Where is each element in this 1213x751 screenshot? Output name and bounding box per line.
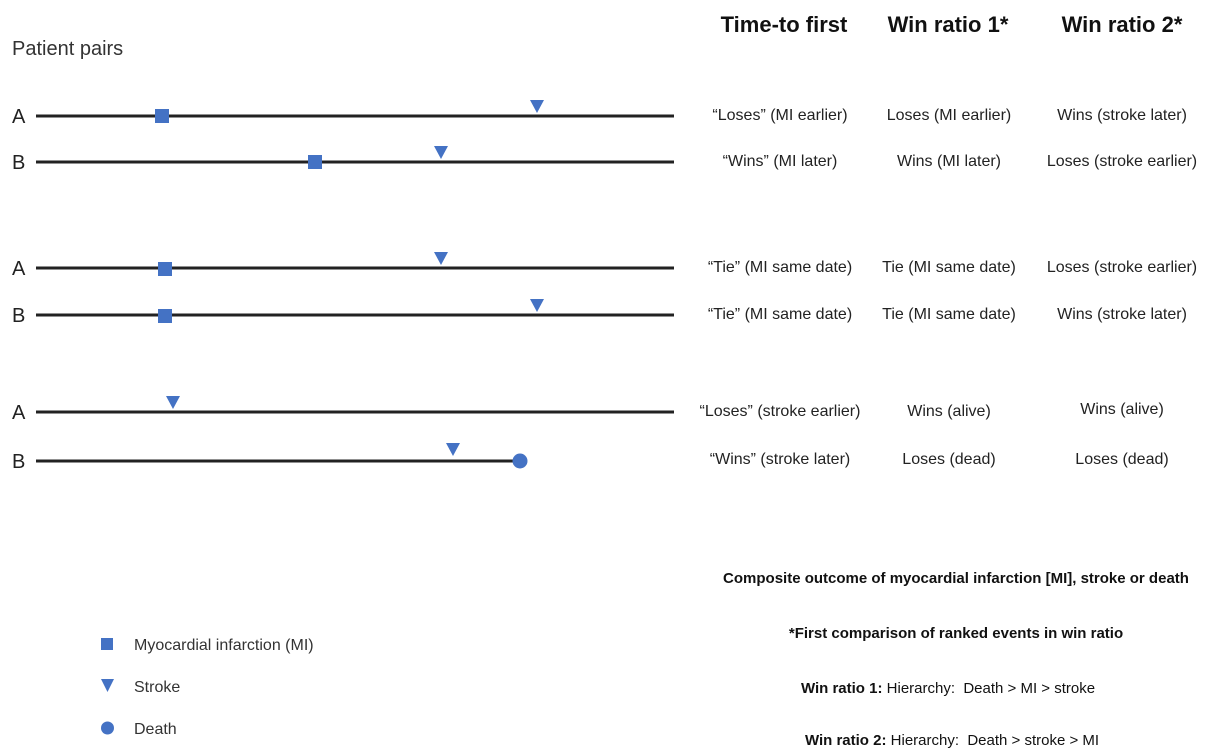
legend-label: Myocardial infarction (MI) bbox=[134, 637, 314, 654]
timeline-row: B “Tie” (MI same date) Tie (MI same date… bbox=[12, 299, 1187, 327]
column-header-win-ratio-1: Win ratio 1* bbox=[888, 12, 1009, 37]
first-comparison-note: *First comparison of ranked events in wi… bbox=[789, 625, 1123, 642]
legend: Myocardial infarction (MI) Stroke Death bbox=[101, 637, 314, 738]
patient-label: B bbox=[12, 451, 25, 473]
patient-label: A bbox=[12, 402, 26, 424]
legend-item-death: Death bbox=[101, 721, 177, 738]
stroke-marker bbox=[434, 146, 448, 159]
legend-label: Death bbox=[134, 721, 177, 738]
timeline-row: B “Wins” (stroke later) Loses (dead) Los… bbox=[12, 443, 1169, 473]
stroke-marker bbox=[166, 396, 180, 409]
cell-win-ratio-2: Loses (stroke earlier) bbox=[1047, 259, 1197, 276]
mi-marker bbox=[308, 155, 322, 169]
cell-win-ratio-1: Wins (alive) bbox=[907, 403, 991, 420]
cell-win-ratio-1: Wins (MI later) bbox=[897, 153, 1001, 170]
stroke-marker bbox=[530, 299, 544, 312]
mi-marker bbox=[158, 309, 172, 323]
cell-win-ratio-2: Wins (stroke later) bbox=[1057, 107, 1187, 124]
timeline-row: B “Wins” (MI later) Wins (MI later) Lose… bbox=[12, 146, 1197, 174]
cell-time-to-first: “Wins” (stroke later) bbox=[710, 451, 850, 468]
cell-time-to-first: “Wins” (MI later) bbox=[723, 153, 838, 170]
column-header-time-to-first: Time-to first bbox=[721, 12, 848, 37]
cell-win-ratio-1: Tie (MI same date) bbox=[882, 259, 1016, 276]
timeline-row: A “Loses” (MI earlier) Loses (MI earlier… bbox=[12, 100, 1187, 128]
cell-win-ratio-1: Loses (dead) bbox=[902, 451, 995, 468]
win-ratio-1-note: Win ratio 1: Hierarchy: Death > MI > str… bbox=[801, 680, 1095, 697]
mi-marker bbox=[155, 109, 169, 123]
column-header-win-ratio-2: Win ratio 2* bbox=[1062, 12, 1183, 37]
square-icon bbox=[101, 638, 113, 650]
legend-label: Stroke bbox=[134, 679, 180, 696]
win-ratio-1-note-label: Win ratio 1: bbox=[801, 680, 883, 697]
patient-pair-2: A “Tie” (MI same date) Tie (MI same date… bbox=[12, 252, 1197, 327]
win-ratio-2-note-text: Hierarchy: Death > stroke > MI bbox=[886, 732, 1099, 749]
patient-pair-3: A “Loses” (stroke earlier) Wins (alive) … bbox=[12, 396, 1169, 473]
stroke-marker bbox=[434, 252, 448, 265]
circle-icon bbox=[101, 721, 114, 735]
cell-time-to-first: “Tie” (MI same date) bbox=[708, 259, 852, 276]
cell-win-ratio-2: Wins (alive) bbox=[1080, 401, 1164, 418]
composite-outcome-note: Composite outcome of myocardial infarcti… bbox=[723, 570, 1189, 587]
death-marker bbox=[512, 453, 528, 469]
cell-win-ratio-1: Tie (MI same date) bbox=[882, 306, 1016, 323]
stroke-marker bbox=[530, 100, 544, 113]
patient-label: B bbox=[12, 305, 25, 327]
cell-time-to-first: “Loses” (MI earlier) bbox=[712, 107, 847, 124]
mi-marker bbox=[158, 262, 172, 276]
win-ratio-2-note-label: Win ratio 2: bbox=[805, 732, 887, 749]
triangle-down-icon bbox=[101, 679, 114, 692]
patient-pair-1: A “Loses” (MI earlier) Loses (MI earlier… bbox=[12, 100, 1197, 174]
legend-item-stroke: Stroke bbox=[101, 679, 180, 696]
cell-win-ratio-2: Loses (stroke earlier) bbox=[1047, 153, 1197, 170]
timeline-row: A “Loses” (stroke earlier) Wins (alive) … bbox=[12, 396, 1164, 424]
cell-time-to-first: “Tie” (MI same date) bbox=[708, 306, 852, 323]
notes-block: Composite outcome of myocardial infarcti… bbox=[723, 570, 1189, 749]
patient-label: A bbox=[12, 258, 26, 280]
win-ratio-2-note: Win ratio 2: Hierarchy: Death > stroke >… bbox=[805, 732, 1099, 749]
stroke-marker bbox=[446, 443, 460, 456]
legend-item-mi: Myocardial infarction (MI) bbox=[101, 637, 314, 654]
cell-time-to-first: “Loses” (stroke earlier) bbox=[700, 403, 861, 420]
patient-pairs-title: Patient pairs bbox=[12, 38, 123, 60]
cell-win-ratio-1: Loses (MI earlier) bbox=[887, 107, 1011, 124]
cell-win-ratio-2: Wins (stroke later) bbox=[1057, 306, 1187, 323]
cell-win-ratio-2: Loses (dead) bbox=[1075, 451, 1168, 468]
patient-label: A bbox=[12, 106, 26, 128]
win-ratio-1-note-text: Hierarchy: Death > MI > stroke bbox=[882, 680, 1095, 697]
patient-label: B bbox=[12, 152, 25, 174]
timeline-row: A “Tie” (MI same date) Tie (MI same date… bbox=[12, 252, 1197, 280]
